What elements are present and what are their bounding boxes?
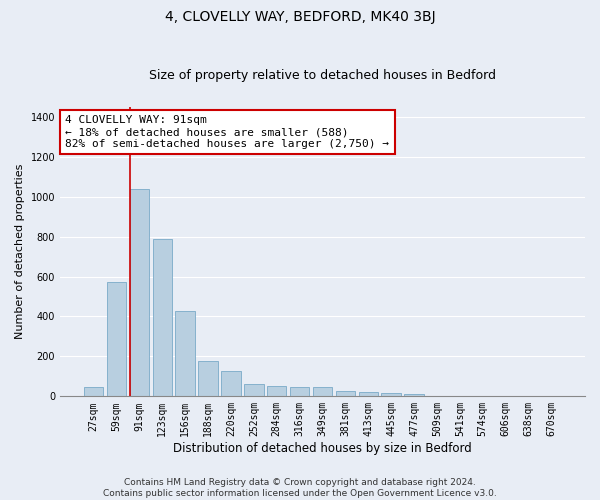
Y-axis label: Number of detached properties: Number of detached properties (15, 164, 25, 339)
Bar (359, 392, 378, 396)
Bar (84, 387, 103, 396)
Text: 4 CLOVELLY WAY: 91sqm
← 18% of detached houses are smaller (588)
82% of semi-det: 4 CLOVELLY WAY: 91sqm ← 18% of detached … (65, 116, 389, 148)
Text: Contains HM Land Registry data © Crown copyright and database right 2024.
Contai: Contains HM Land Registry data © Crown c… (103, 478, 497, 498)
Title: Size of property relative to detached houses in Bedford: Size of property relative to detached ho… (149, 69, 496, 82)
Bar (313, 386, 332, 396)
Bar (335, 390, 355, 396)
Bar (107, 282, 126, 397)
Bar (221, 372, 241, 396)
Bar (152, 238, 172, 396)
Bar (382, 394, 401, 396)
Text: 4, CLOVELLY WAY, BEDFORD, MK40 3BJ: 4, CLOVELLY WAY, BEDFORD, MK40 3BJ (164, 10, 436, 24)
Bar (290, 386, 310, 396)
Bar (175, 312, 195, 396)
Bar (199, 362, 218, 396)
Bar (130, 188, 149, 396)
Bar (404, 394, 424, 396)
X-axis label: Distribution of detached houses by size in Bedford: Distribution of detached houses by size … (173, 442, 472, 455)
Bar (244, 384, 263, 396)
Bar (267, 386, 286, 396)
